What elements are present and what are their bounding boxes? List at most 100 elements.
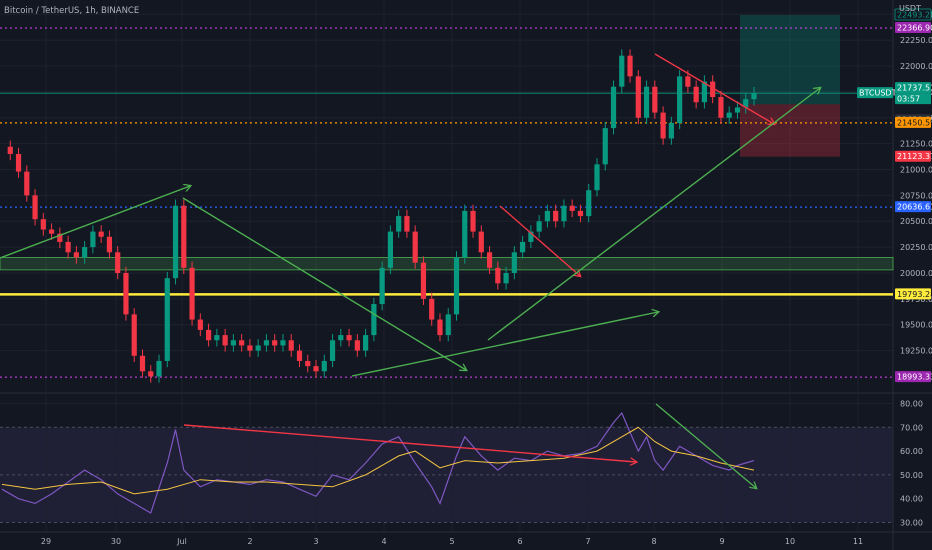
candle-body bbox=[73, 252, 79, 258]
time-tick-label: 7 bbox=[585, 537, 590, 546]
candle-body bbox=[520, 241, 526, 253]
trend-support-arrow[interactable] bbox=[487, 88, 820, 341]
time-tick-label: 8 bbox=[651, 537, 656, 546]
rsi-tick-label: 50.00 bbox=[900, 471, 923, 480]
candle-body bbox=[346, 335, 352, 341]
trend-arrow-red-1[interactable] bbox=[499, 205, 580, 276]
price-badge-text: 21737.51 bbox=[897, 84, 932, 93]
price-badge-red bbox=[895, 150, 931, 162]
price-badge-last bbox=[895, 82, 931, 94]
candle-body bbox=[329, 340, 336, 361]
time-tick-label: 5 bbox=[449, 537, 454, 546]
candle-body bbox=[577, 210, 584, 217]
price-badge-teal-outline bbox=[894, 8, 932, 21]
price-badge-text: 18993.33 bbox=[897, 373, 932, 382]
price-badge-yellow bbox=[895, 288, 931, 300]
candle-body bbox=[57, 233, 63, 242]
candle-body bbox=[371, 304, 377, 336]
price-tick-label: 19500.00 bbox=[900, 321, 932, 330]
time-tick-label: 30 bbox=[111, 537, 121, 546]
price-badge-text: 22493.25 bbox=[897, 10, 932, 19]
candle-body bbox=[139, 355, 146, 372]
candle-body bbox=[189, 267, 195, 320]
candle-body bbox=[172, 205, 179, 279]
candle-body bbox=[503, 272, 509, 284]
candle-body bbox=[635, 76, 641, 118]
candle-body bbox=[610, 86, 617, 129]
candle-body bbox=[115, 252, 121, 273]
rsi-ma-line bbox=[1, 426, 755, 495]
time-tick-label: 11 bbox=[853, 537, 863, 546]
rsi-tick-label: 40.00 bbox=[900, 495, 923, 504]
price-badge-blue bbox=[895, 201, 931, 213]
candle-body bbox=[420, 262, 427, 299]
candle-body bbox=[90, 231, 96, 248]
candle-body bbox=[32, 195, 38, 220]
candle-body bbox=[313, 366, 319, 372]
candle-body bbox=[387, 231, 393, 268]
trend-arrow-up-1[interactable] bbox=[0, 186, 190, 259]
price-tick-label: 21000.00 bbox=[900, 166, 932, 175]
candle-body bbox=[602, 128, 608, 165]
time-tick-label: 2 bbox=[247, 537, 252, 546]
rsi-divergence-arrow[interactable] bbox=[183, 424, 636, 462]
rsi-down-arrow[interactable] bbox=[655, 403, 756, 488]
candle-body bbox=[24, 171, 30, 196]
time-tick-label: 9 bbox=[719, 537, 724, 546]
rsi-line bbox=[1, 411, 755, 514]
candle-body bbox=[478, 231, 484, 253]
candle-body bbox=[7, 146, 13, 154]
candle-body bbox=[280, 340, 286, 346]
candle-body bbox=[693, 86, 699, 103]
candle-body bbox=[619, 55, 625, 87]
candle-body bbox=[453, 257, 460, 315]
trend-arrow-red-2[interactable] bbox=[654, 53, 774, 124]
candle-body bbox=[205, 329, 212, 341]
candle-body bbox=[652, 86, 658, 113]
candle-body bbox=[98, 231, 104, 237]
candle-body bbox=[486, 252, 493, 268]
trend-arrow-down-1[interactable] bbox=[182, 197, 466, 370]
time-tick-label: 29 bbox=[41, 537, 51, 546]
candle-body bbox=[660, 112, 666, 139]
rsi-tick-label: 60.00 bbox=[900, 447, 923, 456]
candle-body bbox=[685, 76, 691, 87]
candle-body bbox=[296, 350, 303, 361]
candle-body bbox=[40, 219, 46, 230]
price-tick-label: 21250.00 bbox=[900, 140, 932, 149]
candle-body bbox=[734, 107, 741, 113]
time-tick-label: 6 bbox=[517, 537, 522, 546]
candle-body bbox=[561, 205, 567, 222]
rsi-tick-label: 30.00 bbox=[900, 518, 923, 527]
time-tick-label: 4 bbox=[381, 537, 386, 546]
price-tick-label: 22000.00 bbox=[900, 62, 932, 71]
price-badge-text: 19793.28 bbox=[897, 290, 932, 299]
price-badge-magenta bbox=[895, 371, 931, 383]
price-tick-label: 20500.00 bbox=[900, 217, 932, 226]
candle-body bbox=[726, 112, 732, 118]
candle-body bbox=[404, 216, 410, 232]
price-badge-text: 22366.90 bbox=[897, 24, 932, 33]
candle-body bbox=[586, 190, 592, 217]
candle-body bbox=[164, 278, 170, 361]
candle-body bbox=[668, 122, 674, 139]
price-badge-magenta bbox=[895, 22, 931, 34]
candle-body bbox=[412, 231, 418, 263]
candle-body bbox=[222, 335, 228, 346]
price-badge-countdown bbox=[895, 93, 931, 105]
candle-body bbox=[48, 229, 55, 234]
price-badge-text: 20636.61 bbox=[897, 203, 932, 212]
trend-arrow-rise-2[interactable] bbox=[351, 312, 658, 377]
candle-body bbox=[429, 298, 435, 320]
time-tick-label: 3 bbox=[313, 537, 318, 546]
price-tick-label: 19250.00 bbox=[900, 347, 932, 356]
price-tick-label: 20750.00 bbox=[900, 191, 932, 200]
price-badge-orange bbox=[895, 116, 931, 128]
price-badge-text: BTCUSDT bbox=[859, 89, 897, 98]
candle-body bbox=[247, 345, 253, 351]
candle-body bbox=[470, 210, 476, 232]
candle-body bbox=[511, 252, 517, 273]
candle-body bbox=[181, 205, 187, 268]
